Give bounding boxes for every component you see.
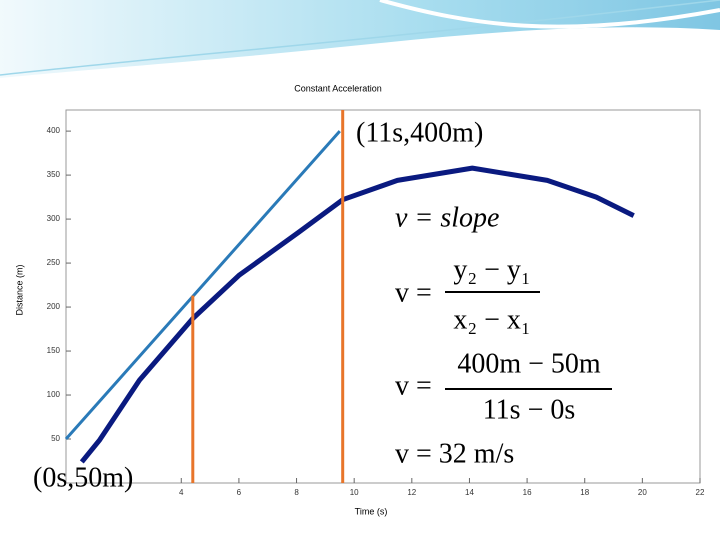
x-tick-label: 8 [294,488,299,497]
x-tick-label: 18 [580,488,589,497]
annotation: v = [395,370,432,401]
plot-frame [65,109,701,484]
annotation: 11s − 0s [483,394,576,425]
x-tick-label: 12 [407,488,416,497]
x-tick-label: 16 [523,488,532,497]
y-tick-label: 50 [51,434,60,443]
annotation: (0s,50m) [33,462,133,493]
x-tick-label: 6 [237,488,242,497]
equations: (11s,400m) v = slope v = y₂ − y₁ x₂ − x₁… [33,117,612,493]
y-tick-label: 250 [47,258,61,267]
y-axis-label: Distance (m) [14,264,24,315]
annotation: v = 32 m/s [395,438,514,469]
annotation: v = slope [395,202,499,233]
chart-title: Constant Acceleration [294,83,382,93]
x-tick-label: 20 [638,488,647,497]
y-tick-label: 350 [47,170,61,179]
annotation: y₂ − y₁ [453,254,530,285]
y-tick-label: 300 [47,214,61,223]
y-tick-label: 200 [47,302,61,311]
x-tick-label: 22 [696,488,705,497]
annotation: 400m − 50m [457,348,601,379]
y-tick-label: 100 [47,390,61,399]
header-line [0,0,720,76]
y-tick-label: 150 [47,346,61,355]
header-line [379,0,720,29]
x-tick-label: 10 [350,488,359,497]
annotation: v = [395,277,432,308]
x-tick-label: 14 [465,488,474,497]
data-line [64,130,341,440]
annotation: x₂ − x₁ [453,304,530,335]
data-line [79,165,635,464]
plot: 50 100 150 200 250 300 350 400 4 6 8 10 12 14 16 18 20 22 [47,110,705,497]
y-tick-label: 400 [47,126,61,135]
x-axis-label: Time (s) [355,506,388,516]
x-tick-label: 4 [179,488,184,497]
annotation: (11s,400m) [356,117,483,148]
